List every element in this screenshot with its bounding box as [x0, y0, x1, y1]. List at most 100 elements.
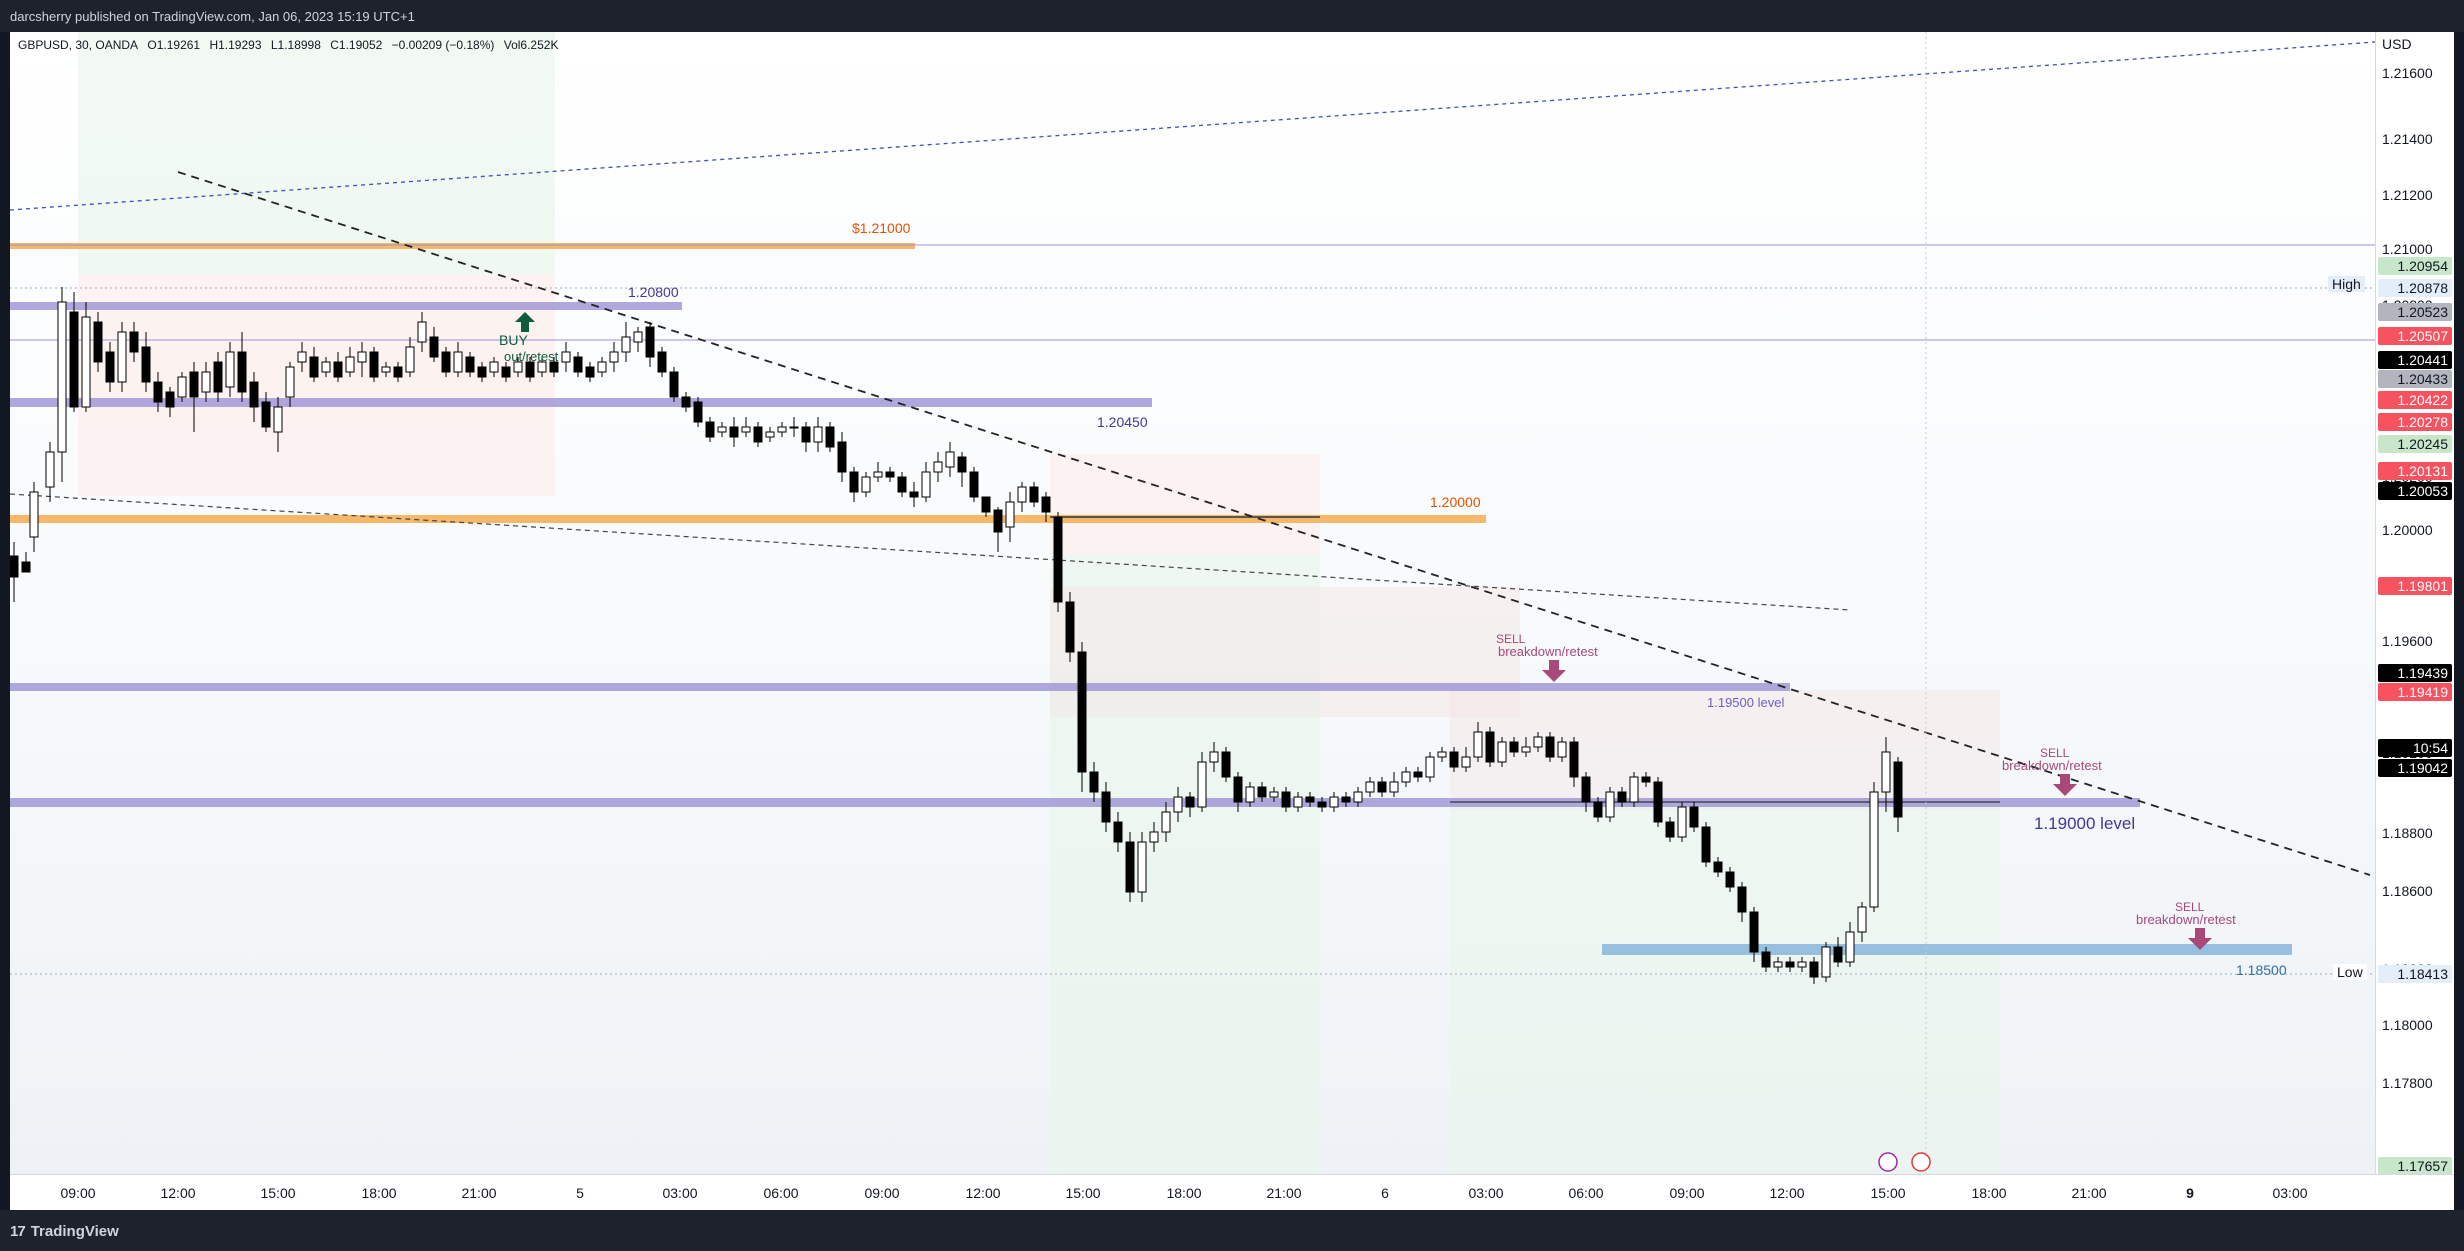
level-band-120800	[10, 302, 682, 310]
candle-body	[909, 491, 919, 498]
candle-body	[525, 361, 535, 378]
candle-body	[489, 361, 499, 373]
time-tick: 06:00	[763, 1185, 799, 1201]
candle-body	[177, 376, 187, 398]
legend-close: C1.19052	[330, 38, 383, 52]
brand-name: TradingView	[30, 1223, 119, 1240]
candle-body	[1221, 751, 1231, 778]
level-label-120450[interactable]: 1.20450	[1097, 414, 1148, 430]
sell-label-3[interactable]: SELL	[2175, 900, 2205, 914]
candle-body	[189, 371, 199, 398]
sell-label-2[interactable]: SELL	[2040, 746, 2070, 760]
price-tick: 1.18600	[2382, 883, 2433, 899]
buy-label[interactable]: BUY	[499, 332, 528, 348]
candle-body	[453, 351, 463, 373]
candle-body	[381, 366, 391, 373]
price-tick: 1.17800	[2382, 1075, 2433, 1091]
candle-body	[1653, 781, 1663, 823]
candle-body	[1521, 746, 1531, 753]
level-band-120450	[10, 398, 1152, 407]
price-badge: 1.20131	[2378, 462, 2452, 480]
level-label-118500[interactable]: 1.18500	[2236, 962, 2287, 978]
price-badge: 1.20433	[2378, 370, 2452, 388]
level-label-121000[interactable]: $1.21000	[852, 220, 911, 236]
trendline-upper	[10, 41, 2375, 211]
candle-body	[1785, 961, 1795, 968]
candle-body	[369, 351, 379, 378]
candle-body	[1857, 906, 1867, 933]
candle-body	[969, 471, 979, 498]
candle-body	[333, 361, 343, 378]
candle-body	[237, 351, 247, 393]
candle-body	[981, 496, 991, 513]
level-label-119000[interactable]: 1.19000 level	[2034, 814, 2136, 833]
candle-body	[21, 561, 31, 573]
buy-sublabel: out/retest	[504, 349, 559, 364]
candle-body	[29, 491, 39, 538]
symbol-legend: GBPUSD, 30, OANDA O1.19261 H1.19293 L1.1…	[18, 38, 564, 52]
candle-body	[105, 351, 115, 383]
time-tick: 9	[2186, 1185, 2194, 1201]
chart-pane[interactable]: GBPUSD, 30, OANDA O1.19261 H1.19293 L1.1…	[10, 32, 2375, 1174]
time-tick: 21:00	[1266, 1185, 1302, 1201]
legend-symbol[interactable]: GBPUSD, 30, OANDA	[18, 38, 139, 52]
candle-body	[669, 371, 679, 398]
tradingview-logo-icon: 17	[10, 1223, 26, 1240]
candle-body	[1689, 806, 1699, 828]
candle-body	[945, 451, 955, 468]
sell-label-1[interactable]: SELL	[1496, 632, 1526, 646]
candle-body	[549, 361, 559, 373]
candle-body	[1281, 791, 1291, 808]
candle-body	[1305, 796, 1315, 803]
candle-body	[921, 471, 931, 498]
candle-body	[813, 426, 823, 443]
candle-body	[1125, 841, 1135, 893]
sell-sublabel-3: breakdown/retest	[2136, 912, 2236, 927]
candle-body	[1197, 761, 1207, 808]
time-tick: 12:00	[160, 1185, 196, 1201]
price-badge: 1.20441	[2378, 351, 2452, 369]
candle-body	[717, 426, 727, 433]
low-tag: Low	[2333, 964, 2367, 980]
tradingview-logo[interactable]: 17 TradingView	[10, 1223, 119, 1240]
candle-body	[1113, 821, 1123, 843]
candle-body	[93, 321, 103, 363]
price-axis[interactable]: USD 1.216001.214001.212001.210001.208001…	[2375, 32, 2455, 1175]
price-badge: 1.20954	[2378, 257, 2452, 275]
price-badge: 1.20278	[2378, 413, 2452, 431]
candle-body	[273, 406, 283, 433]
legend-change: −0.00209 (−0.18%)	[391, 38, 495, 52]
candle-body	[1077, 651, 1087, 773]
candle-body	[285, 366, 295, 398]
candle-body	[1833, 946, 1843, 963]
level-label-120000[interactable]: 1.20000	[1430, 494, 1481, 510]
candle-body	[57, 301, 67, 453]
price-badge: 1.20245	[2378, 435, 2452, 453]
candle-body	[1089, 771, 1099, 793]
candle-body	[1029, 486, 1039, 503]
sell-zone-target-3	[1450, 802, 2000, 1174]
candle-body	[1893, 761, 1903, 818]
candle-body	[513, 361, 523, 373]
time-tick: 06:00	[1568, 1185, 1604, 1201]
price-tick: 1.20000	[2382, 522, 2433, 538]
candle-body	[45, 451, 55, 488]
candle-body	[1053, 516, 1063, 603]
candle-body	[729, 426, 739, 438]
time-axis[interactable]: 09:00 12:00 15:00 18:00 21:00 5 03:00 06:00 09:0…	[10, 1174, 2454, 1211]
candle-body	[1461, 756, 1471, 768]
candle-body	[1401, 771, 1411, 783]
bottom-bar: 17 TradingView	[0, 1210, 2464, 1251]
chart-canvas[interactable]	[10, 32, 2375, 1174]
candle-body	[357, 351, 367, 363]
high-tag: High	[2328, 276, 2365, 292]
price-tick: 1.18800	[2382, 825, 2433, 841]
time-tick: 03:00	[2272, 1185, 2308, 1201]
candle-body	[261, 401, 271, 428]
price-axis-currency[interactable]: USD	[2382, 36, 2412, 52]
level-label-120800[interactable]: 1.20800	[628, 284, 679, 300]
level-label-119500[interactable]: 1.19500 level	[1707, 695, 1785, 710]
candle-body	[1581, 776, 1591, 803]
candle-body	[645, 326, 655, 358]
trendline-descending	[177, 171, 2371, 876]
